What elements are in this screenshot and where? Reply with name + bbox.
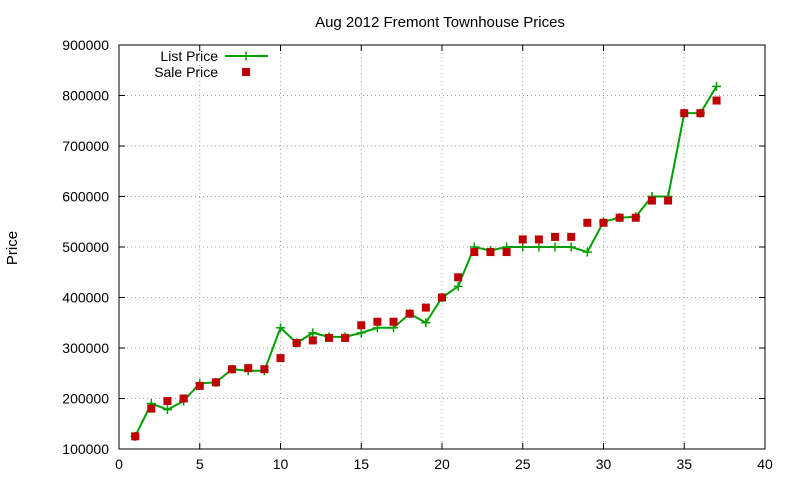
axis-ticks: 0 5 10 15 20 25 30 35 40 100000 200000 300000 400000… (62, 37, 773, 472)
y-axis-label: Price (4, 231, 21, 265)
sale-price-point (454, 273, 463, 282)
chart-title: Aug 2012 Fremont Townhouse Prices (315, 14, 565, 31)
sale-price-point (712, 96, 721, 105)
sale-price-point (664, 196, 673, 205)
list-price-line (134, 85, 718, 437)
list-price-point (550, 242, 560, 252)
x-tick-label: 10 (273, 456, 289, 472)
list-price-point (356, 328, 366, 338)
legend-square-marker (242, 68, 250, 76)
x-tick-label: 20 (434, 456, 450, 472)
x-tick-label: 25 (515, 456, 531, 472)
plot-series (130, 81, 722, 441)
sale-price-point (389, 317, 398, 326)
sale-price-point (341, 333, 350, 342)
sale-price-point (292, 338, 301, 347)
sale-price-point (615, 213, 624, 222)
legend-plus-marker (241, 51, 251, 61)
sale-price-point (244, 364, 253, 373)
list-price-point (712, 81, 722, 91)
list-price-point (162, 405, 172, 415)
sale-price-point (599, 218, 608, 227)
sale-price-point (147, 404, 156, 413)
y-tick-label: 100000 (62, 441, 109, 457)
sale-price-point (163, 397, 172, 406)
sale-price-point (260, 365, 269, 374)
x-tick-label: 0 (115, 456, 123, 472)
legend-label: List Price (160, 48, 218, 64)
list-price-point (308, 328, 318, 338)
legend-label: Sale Price (154, 64, 218, 80)
sale-price-point (373, 317, 382, 326)
sale-price-point (324, 333, 333, 342)
sale-price-point (534, 235, 543, 244)
sale-price-point (357, 321, 366, 330)
sale-price-point (438, 293, 446, 302)
list-price-point (566, 242, 576, 252)
y-tick-label: 500000 (62, 239, 109, 255)
list-price-point (276, 323, 285, 333)
sale-price-point (680, 109, 689, 118)
list-price-point (421, 318, 431, 328)
sale-price-point (405, 309, 414, 318)
sale-price-point (486, 248, 495, 257)
sale-price-point (228, 365, 237, 374)
sale-price-point (551, 232, 560, 241)
y-tick-label: 400000 (62, 290, 109, 306)
x-tick-label: 15 (353, 456, 369, 472)
y-tick-label: 700000 (62, 138, 109, 154)
y-tick-label: 800000 (62, 88, 109, 104)
sale-price-point (567, 232, 576, 241)
list-price-point (534, 242, 544, 252)
sale-price-point (518, 235, 527, 244)
sale-price-point (696, 109, 705, 118)
sale-price-point (131, 432, 140, 441)
sale-price-point (631, 213, 640, 222)
list-price-point (582, 247, 592, 257)
list-price-point (453, 281, 463, 291)
sale-price-point (276, 354, 285, 363)
sale-price-point (470, 248, 479, 257)
list-price-point (518, 242, 528, 252)
x-tick-label: 40 (757, 456, 773, 472)
grid (119, 45, 765, 449)
y-tick-label: 300000 (62, 340, 109, 356)
y-tick-label: 200000 (62, 391, 109, 407)
x-tick-label: 35 (676, 456, 692, 472)
sale-price-point (195, 381, 204, 390)
x-tick-label: 5 (196, 456, 204, 472)
sale-price-point (211, 378, 220, 387)
sale-price-point (421, 303, 430, 312)
sale-price-point (308, 336, 317, 345)
sale-price-point (583, 218, 592, 227)
y-tick-label: 900000 (62, 37, 109, 53)
sale-price-point (179, 394, 188, 403)
y-tick-label: 600000 (62, 189, 109, 205)
sale-price-point (647, 196, 656, 205)
x-tick-label: 30 (596, 456, 612, 472)
sale-price-point (502, 248, 511, 257)
